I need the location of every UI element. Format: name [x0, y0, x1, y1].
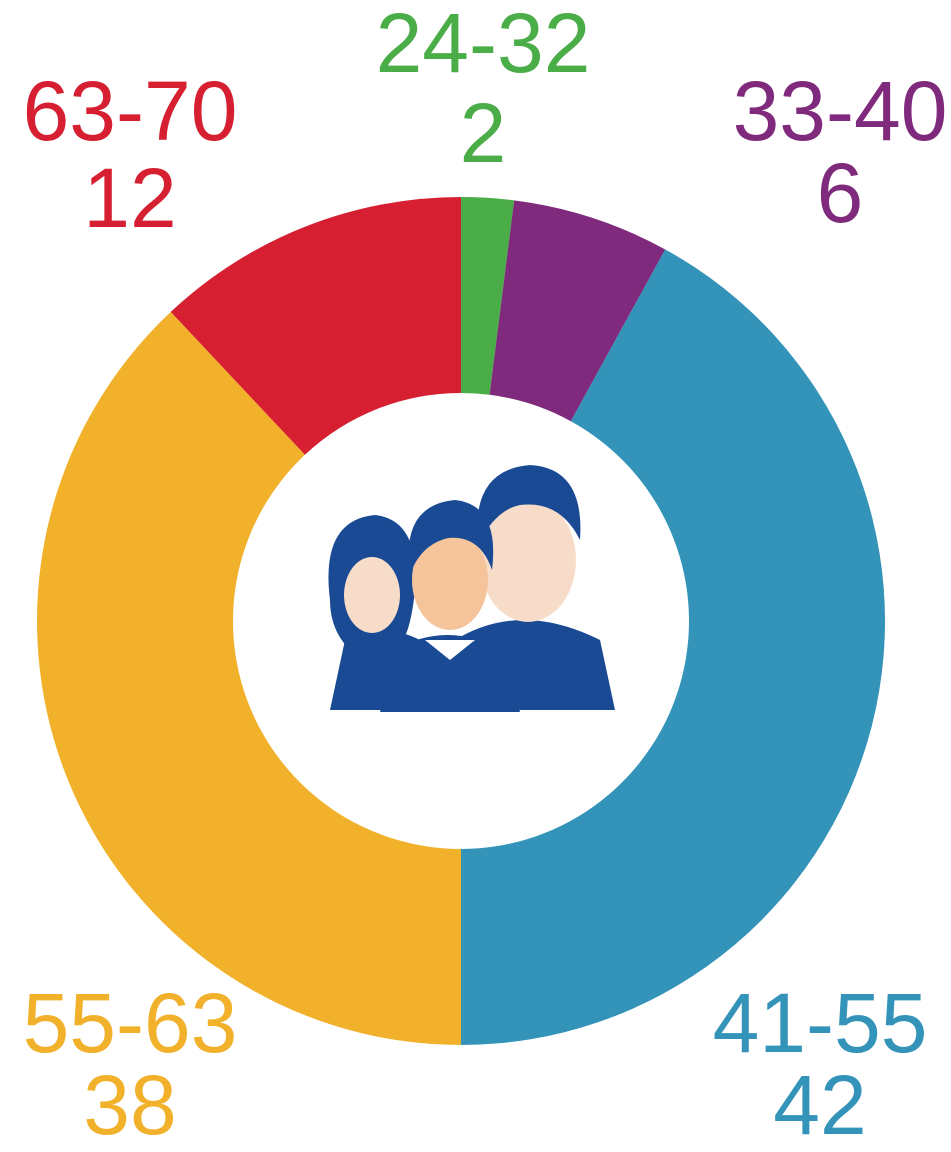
slice: [461, 197, 515, 395]
slice: [489, 200, 666, 422]
value-label: 38: [83, 1058, 176, 1152]
people-icon: [328, 465, 615, 712]
slices: [36, 197, 886, 1045]
slice: [170, 197, 462, 455]
category-label: 41-55: [713, 976, 928, 1070]
category-label: 24-32: [376, 0, 591, 90]
value-label: 12: [83, 151, 176, 245]
category-label: 55-63: [23, 976, 238, 1070]
value-label: 6: [817, 146, 864, 240]
value-label: 42: [773, 1058, 866, 1152]
category-label: 33-40: [733, 64, 948, 158]
value-label: 2: [460, 86, 507, 180]
category-label: 63-70: [23, 64, 238, 158]
slice: [36, 311, 461, 1045]
slice: [461, 249, 886, 1045]
